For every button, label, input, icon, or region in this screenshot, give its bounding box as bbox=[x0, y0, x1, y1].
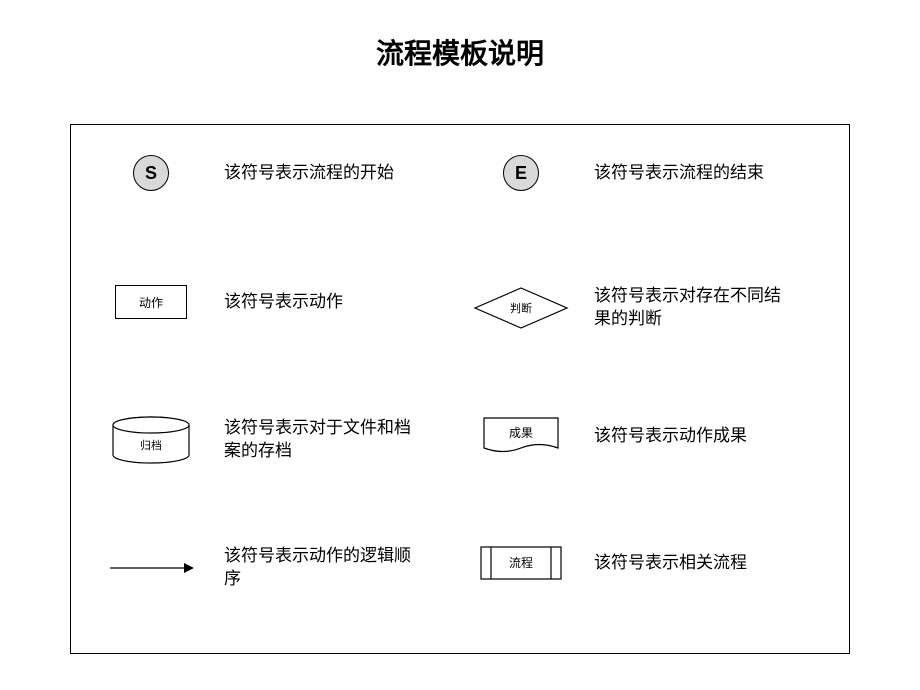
arrow-symbol bbox=[96, 558, 206, 578]
decision-symbol: 判断 bbox=[466, 286, 576, 330]
process-desc: 该符号表示相关流程 bbox=[576, 552, 747, 575]
legend-item-arrow: 该符号表示动作的逻辑顺序 bbox=[96, 545, 456, 591]
arrow-icon bbox=[106, 558, 196, 578]
decision-label: 判断 bbox=[510, 301, 532, 315]
process-rect-icon: 流程 bbox=[479, 545, 563, 581]
result-symbol: 成果 bbox=[466, 415, 576, 457]
end-desc: 该符号表示流程的结束 bbox=[576, 162, 764, 185]
legend-item-decision: 判断 该符号表示对存在不同结果的判断 bbox=[466, 285, 846, 331]
end-symbol: E bbox=[466, 155, 576, 191]
legend-item-process: 流程 该符号表示相关流程 bbox=[466, 545, 846, 581]
process-symbol: 流程 bbox=[466, 545, 576, 581]
end-circle-icon: E bbox=[503, 155, 539, 191]
legend-item-result: 成果 该符号表示动作成果 bbox=[466, 415, 846, 457]
archive-desc: 该符号表示对于文件和档案的存档 bbox=[206, 417, 416, 463]
archive-symbol: 归档 bbox=[96, 415, 206, 465]
decision-diamond-icon: 判断 bbox=[473, 286, 569, 330]
result-label: 成果 bbox=[509, 426, 533, 440]
decision-desc: 该符号表示对存在不同结果的判断 bbox=[576, 285, 786, 331]
action-label: 动作 bbox=[139, 294, 163, 311]
start-symbol: S bbox=[96, 155, 206, 191]
archive-cylinder-icon: 归档 bbox=[109, 415, 193, 465]
start-circle-icon: S bbox=[133, 155, 169, 191]
legend-item-start: S 该符号表示流程的开始 bbox=[96, 155, 456, 191]
legend-grid: S 该符号表示流程的开始 E 该符号表示流程的结束 动作 bbox=[71, 125, 849, 653]
page: 流程模板说明 S 该符号表示流程的开始 E 该符号表示流程的结束 bbox=[0, 0, 920, 690]
action-rect-icon: 动作 bbox=[115, 285, 187, 319]
legend-item-end: E 该符号表示流程的结束 bbox=[466, 155, 846, 191]
result-document-icon: 成果 bbox=[481, 415, 561, 457]
result-desc: 该符号表示动作成果 bbox=[576, 425, 747, 448]
legend-item-archive: 归档 该符号表示对于文件和档案的存档 bbox=[96, 415, 456, 465]
start-letter: S bbox=[145, 163, 157, 184]
archive-label: 归档 bbox=[140, 438, 162, 452]
end-letter: E bbox=[515, 163, 527, 184]
action-symbol: 动作 bbox=[96, 285, 206, 319]
start-desc: 该符号表示流程的开始 bbox=[206, 162, 394, 185]
page-title: 流程模板说明 bbox=[0, 0, 920, 72]
arrow-desc: 该符号表示动作的逻辑顺序 bbox=[206, 545, 416, 591]
legend-item-action: 动作 该符号表示动作 bbox=[96, 285, 456, 319]
action-desc: 该符号表示动作 bbox=[206, 291, 343, 314]
process-label: 流程 bbox=[509, 555, 533, 570]
legend-container: S 该符号表示流程的开始 E 该符号表示流程的结束 动作 bbox=[70, 124, 850, 654]
